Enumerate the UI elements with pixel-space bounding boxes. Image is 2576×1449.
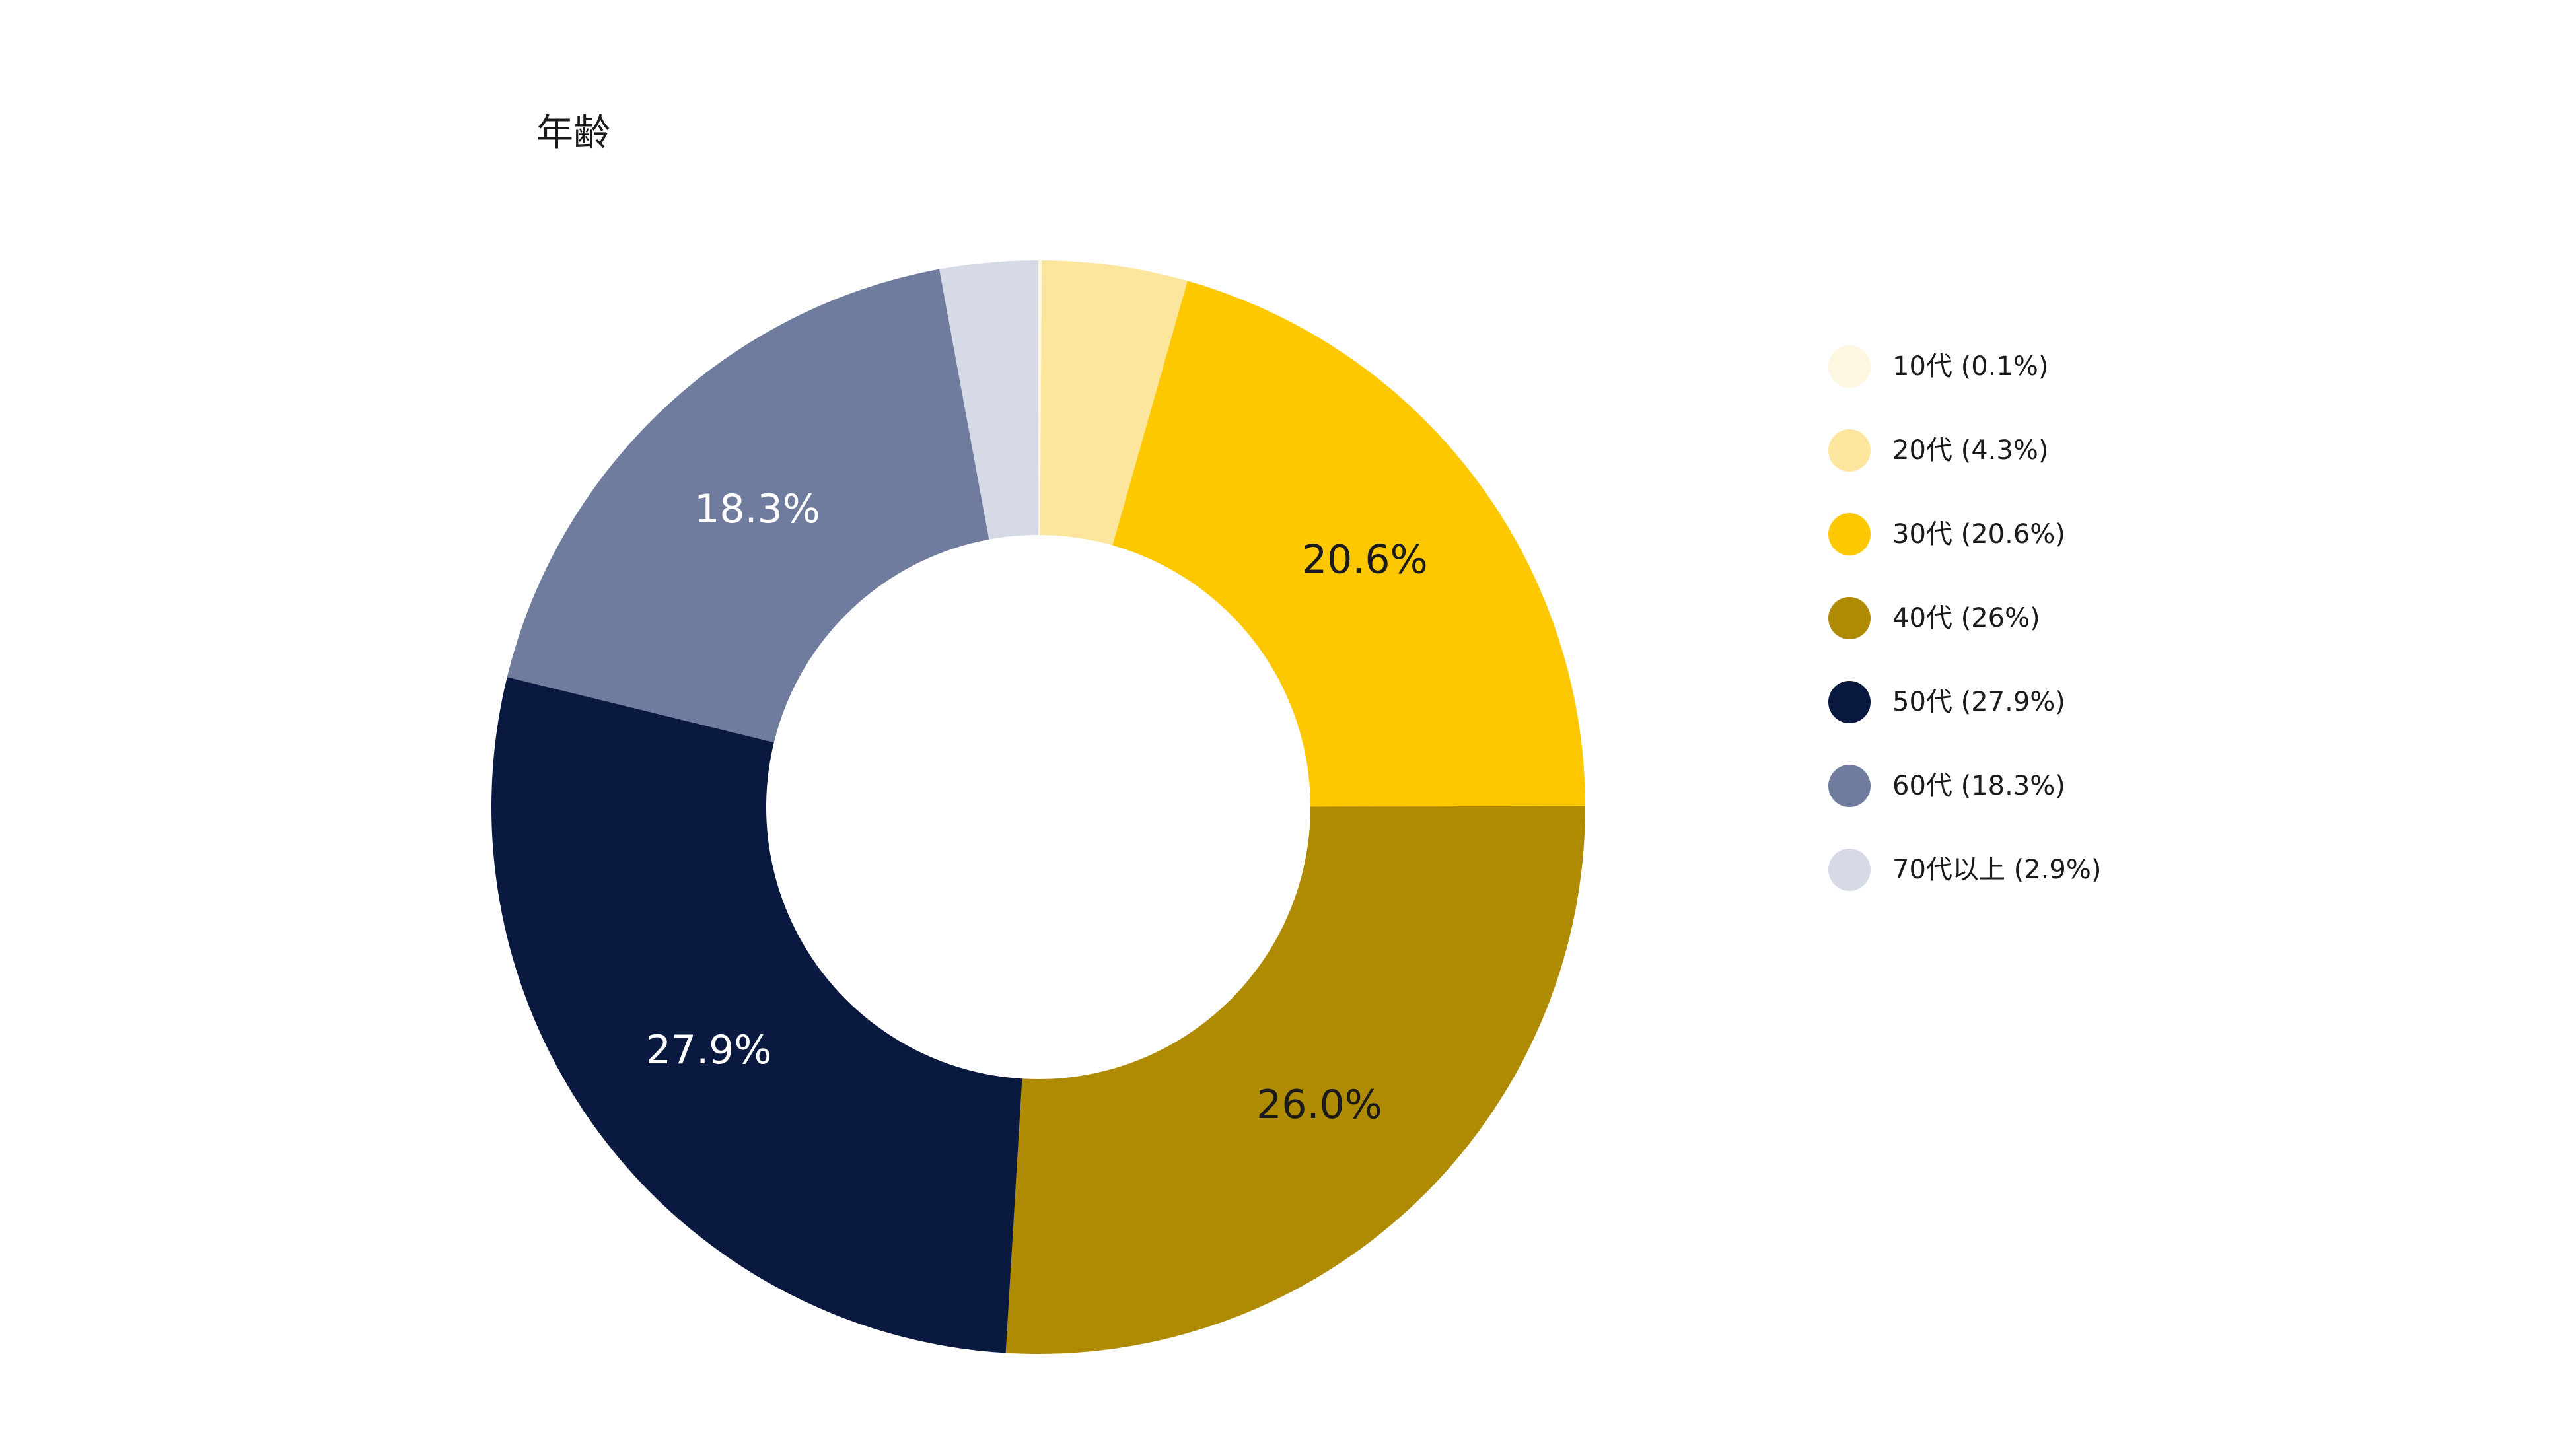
legend-item-30代[interactable]: 30代 (20.6%) [1828, 513, 2065, 555]
chart-title: 年齢 [536, 112, 610, 155]
slice-50代[interactable] [491, 677, 1022, 1353]
legend-label: 10代 (0.1%) [1892, 351, 2048, 382]
slice-data-labels: 20.6% 26.0% 27.9% 18.3% [646, 486, 1428, 1128]
legend-swatch [1828, 765, 1871, 807]
legend-swatch [1828, 597, 1871, 639]
slice-20代[interactable] [1040, 260, 1188, 546]
slice-10代[interactable] [1038, 260, 1042, 536]
legend-swatch [1828, 681, 1871, 723]
legend-label: 70代以上 (2.9%) [1892, 855, 2101, 885]
legend-label: 50代 (27.9%) [1892, 687, 2065, 717]
slice-data-label-40代: 26.0% [1256, 1082, 1382, 1128]
legend-item-10代[interactable]: 10代 (0.1%) [1828, 345, 2048, 388]
legend-item-20代[interactable]: 20代 (4.3%) [1828, 429, 2048, 472]
legend-label: 40代 (26%) [1892, 603, 2040, 633]
slice-40代[interactable] [1005, 806, 1586, 1354]
legend-swatch [1828, 513, 1871, 555]
slice-30代[interactable] [1112, 281, 1585, 807]
slice-data-label-50代: 27.9% [646, 1027, 772, 1073]
legend-item-50代[interactable]: 50代 (27.9%) [1828, 681, 2065, 723]
legend-label: 30代 (20.6%) [1892, 519, 2065, 549]
legend-item-70代以上[interactable]: 70代以上 (2.9%) [1828, 849, 2101, 891]
slice-70代以上[interactable] [939, 260, 1038, 540]
legend-label: 60代 (18.3%) [1892, 771, 2065, 801]
legend-swatch [1828, 429, 1871, 472]
legend-item-40代[interactable]: 40代 (26%) [1828, 597, 2040, 639]
legend-swatch [1828, 345, 1871, 388]
slice-60代[interactable] [507, 269, 989, 743]
legend-label: 20代 (4.3%) [1892, 435, 2048, 466]
legend-swatch [1828, 849, 1871, 891]
slice-data-label-60代: 18.3% [694, 486, 820, 532]
slice-data-label-30代: 20.6% [1302, 537, 1428, 583]
legend: 10代 (0.1%) 20代 (4.3%) 30代 (20.6%) 40代 (26%)… [1828, 345, 2101, 891]
donut-slices [491, 260, 1586, 1354]
legend-item-60代[interactable]: 60代 (18.3%) [1828, 765, 2065, 807]
